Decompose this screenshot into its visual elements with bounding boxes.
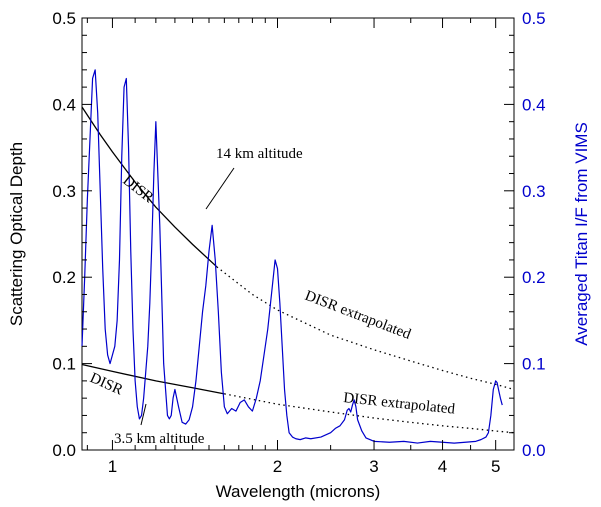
- annotation-leader-14km: [205, 167, 235, 210]
- annotation-leader-3p5km: [140, 403, 147, 426]
- y-axis-left-ticks: 0.0 0.1 0.2 0.3 0.4 0.5: [52, 9, 92, 460]
- x-tick-label: 3: [369, 457, 378, 476]
- y-axis-right-title: Averaged Titan I/F from VIMS: [572, 122, 591, 346]
- series-disr-0: [81, 106, 218, 268]
- y2-tick-label: 0.3: [522, 182, 546, 201]
- y-tick-label: 0.3: [52, 182, 76, 201]
- y2-tick-label: 0.4: [522, 95, 546, 114]
- y-tick-label: 0.5: [52, 9, 76, 28]
- x-axis-ticks: 1 2 3 4 5: [86, 18, 500, 476]
- y2-tick-label: 0.2: [522, 268, 546, 287]
- plot-frame: [81, 17, 515, 451]
- series-layer: [81, 69, 515, 444]
- y-tick-label: 0.2: [52, 268, 76, 287]
- series-disr-2: [81, 363, 225, 395]
- y2-tick-label: 0.1: [522, 355, 546, 374]
- y2-tick-label: 0.0: [522, 441, 546, 460]
- y-axis-left-title: Scattering Optical Depth: [7, 142, 26, 326]
- x-tick-label: 5: [491, 457, 500, 476]
- x-tick-label: 2: [273, 457, 282, 476]
- y-axis-right-ticks: 0.0 0.1 0.2 0.3 0.4 0.5: [504, 9, 546, 460]
- y-tick-label: 0.0: [52, 441, 76, 460]
- annotation-disr-lower: DISR: [87, 370, 125, 399]
- x-axis-title: Wavelength (microns): [216, 482, 381, 501]
- annotation-disr-extrapolated-upper: DISR extrapolated: [303, 288, 414, 343]
- y-tick-label: 0.1: [52, 355, 76, 374]
- annotation-disr-extrapolated-lower: DISR extrapolated: [343, 390, 457, 418]
- series-disr-extrapolated-3: [224, 393, 515, 434]
- plot-area: 1 2 3 4 5 0.0 0.1 0.2 0.3 0.4 0.5 0.0 0.1 0.2 0.3 0.4…: [52, 9, 545, 476]
- x-tick-label: 4: [438, 457, 447, 476]
- x-tick-label: 1: [108, 457, 117, 476]
- y-tick-label: 0.4: [52, 95, 76, 114]
- y2-tick-label: 0.5: [522, 9, 546, 28]
- annotation-14km-altitude: 14 km altitude: [216, 146, 303, 162]
- series-vims-if: [81, 69, 503, 444]
- annotation-3p5km-altitude: 3.5 km altitude: [114, 431, 205, 447]
